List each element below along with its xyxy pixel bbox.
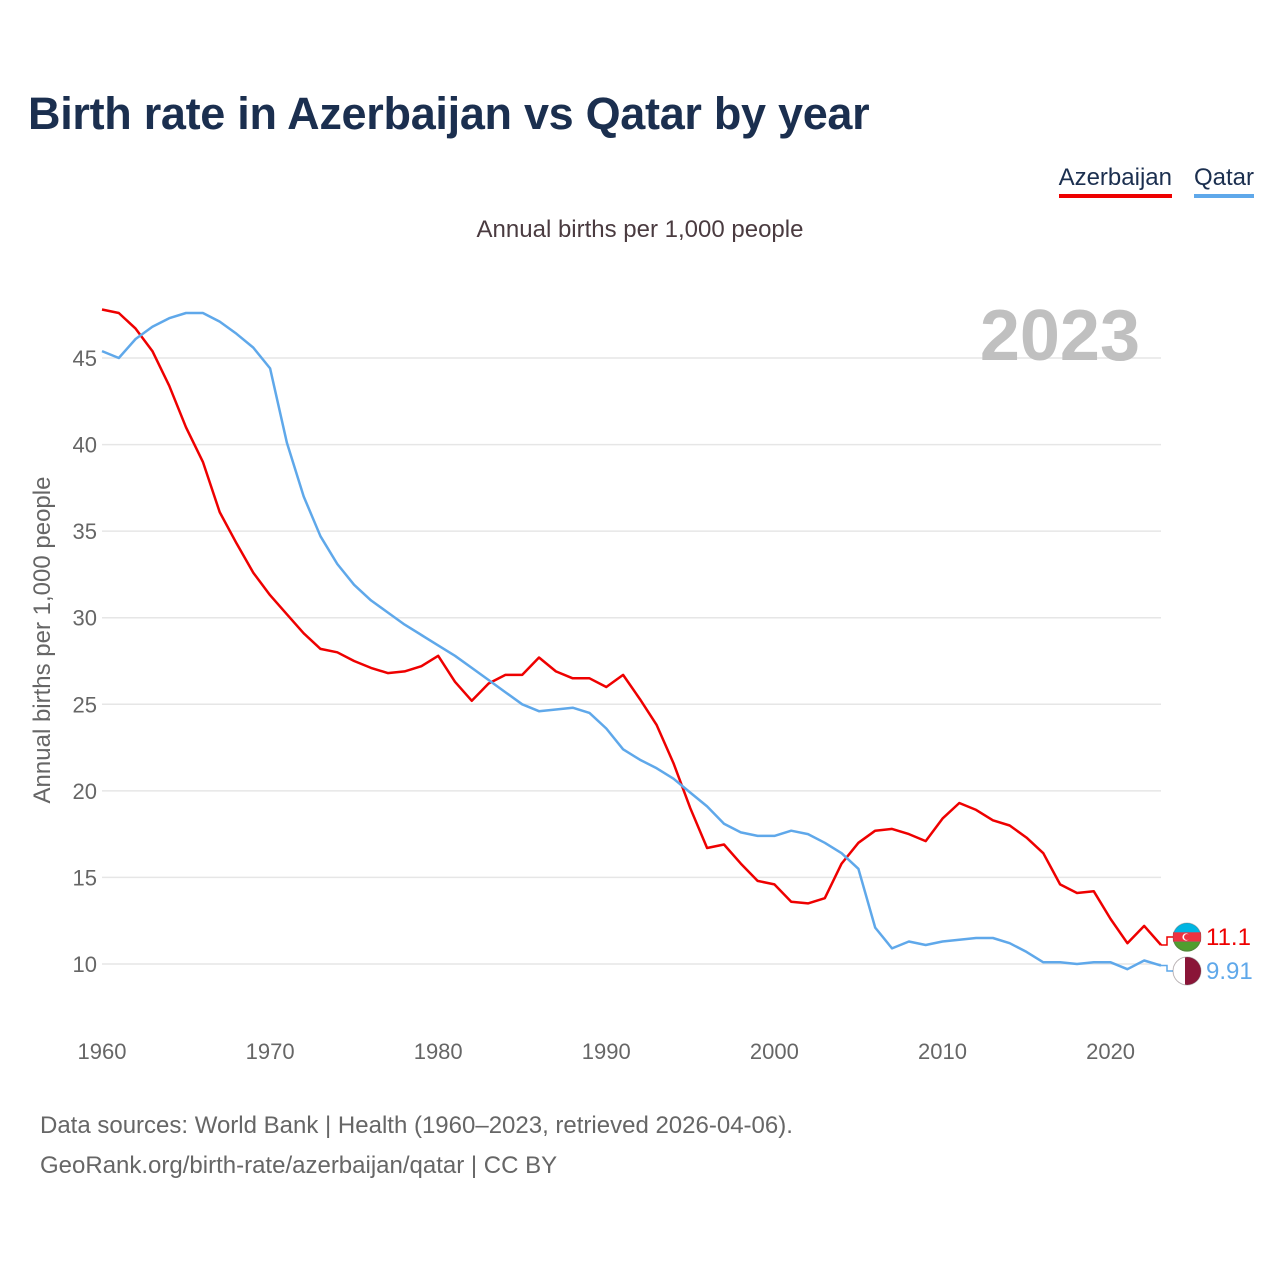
end-value-label-qatar: 9.91 bbox=[1206, 958, 1253, 985]
y-axis-ticks: 10 15 20 25 30 35 40 45 bbox=[73, 346, 97, 977]
y-tick-label: 10 bbox=[73, 952, 97, 977]
legend-item-qatar[interactable]: Qatar bbox=[1193, 164, 1254, 198]
x-tick-label: 2000 bbox=[750, 1039, 799, 1064]
x-tick-label: 1970 bbox=[246, 1039, 295, 1064]
year-label: 2023 bbox=[980, 296, 1140, 376]
gridlines bbox=[102, 357, 1161, 965]
footer-sources: Data sources: World Bank | Health (1960–… bbox=[40, 1112, 793, 1139]
series-lines bbox=[101, 308, 1162, 971]
x-tick-label: 1990 bbox=[582, 1039, 631, 1064]
y-tick-label: 20 bbox=[73, 779, 97, 804]
y-tick-label: 45 bbox=[73, 346, 97, 371]
series-line-azerbaijan[interactable] bbox=[101, 308, 1162, 946]
y-axis-label: Annual births per 1,000 people bbox=[29, 477, 56, 804]
x-tick-label: 2020 bbox=[1086, 1039, 1135, 1064]
footer-link[interactable]: GeoRank.org/birth-rate/azerbaijan/qatar … bbox=[40, 1152, 558, 1179]
y-tick-label: 15 bbox=[73, 865, 97, 890]
y-tick-label: 35 bbox=[73, 519, 97, 544]
y-tick-label: 30 bbox=[73, 606, 97, 631]
x-tick-label: 2010 bbox=[918, 1039, 967, 1064]
x-tick-label: 1980 bbox=[414, 1039, 463, 1064]
end-connector bbox=[1161, 964, 1174, 972]
azerbaijan-flag-icon bbox=[1172, 922, 1202, 952]
qatar-flag-icon bbox=[1172, 956, 1202, 986]
y-tick-label: 25 bbox=[73, 692, 97, 717]
footer: Data sources: World Bank | Health (1960–… bbox=[40, 1106, 793, 1186]
chart-title: Birth rate in Azerbaijan vs Qatar by yea… bbox=[28, 88, 870, 139]
x-axis-ticks: 1960 1970 1980 1990 2000 2010 2020 bbox=[78, 1039, 1136, 1064]
end-markers: 11.1 9.91 bbox=[1161, 922, 1253, 986]
x-tick-label: 1960 bbox=[78, 1039, 127, 1064]
end-connector bbox=[1161, 936, 1174, 946]
end-value-label-azerbaijan: 11.1 bbox=[1206, 924, 1251, 951]
chart-subtitle: Annual births per 1,000 people bbox=[476, 216, 804, 243]
y-tick-label: 40 bbox=[73, 433, 97, 458]
series-line-qatar[interactable] bbox=[101, 311, 1162, 971]
legend: Azerbaijan Qatar bbox=[1058, 164, 1254, 198]
legend-item-azerbaijan[interactable]: Azerbaijan bbox=[1058, 164, 1172, 198]
